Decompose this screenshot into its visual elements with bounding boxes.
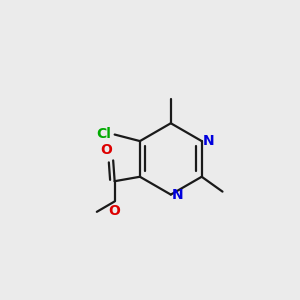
Text: Cl: Cl — [96, 127, 111, 141]
Text: N: N — [202, 134, 214, 148]
Text: O: O — [101, 143, 112, 158]
Text: N: N — [172, 188, 183, 202]
Text: O: O — [108, 204, 120, 218]
